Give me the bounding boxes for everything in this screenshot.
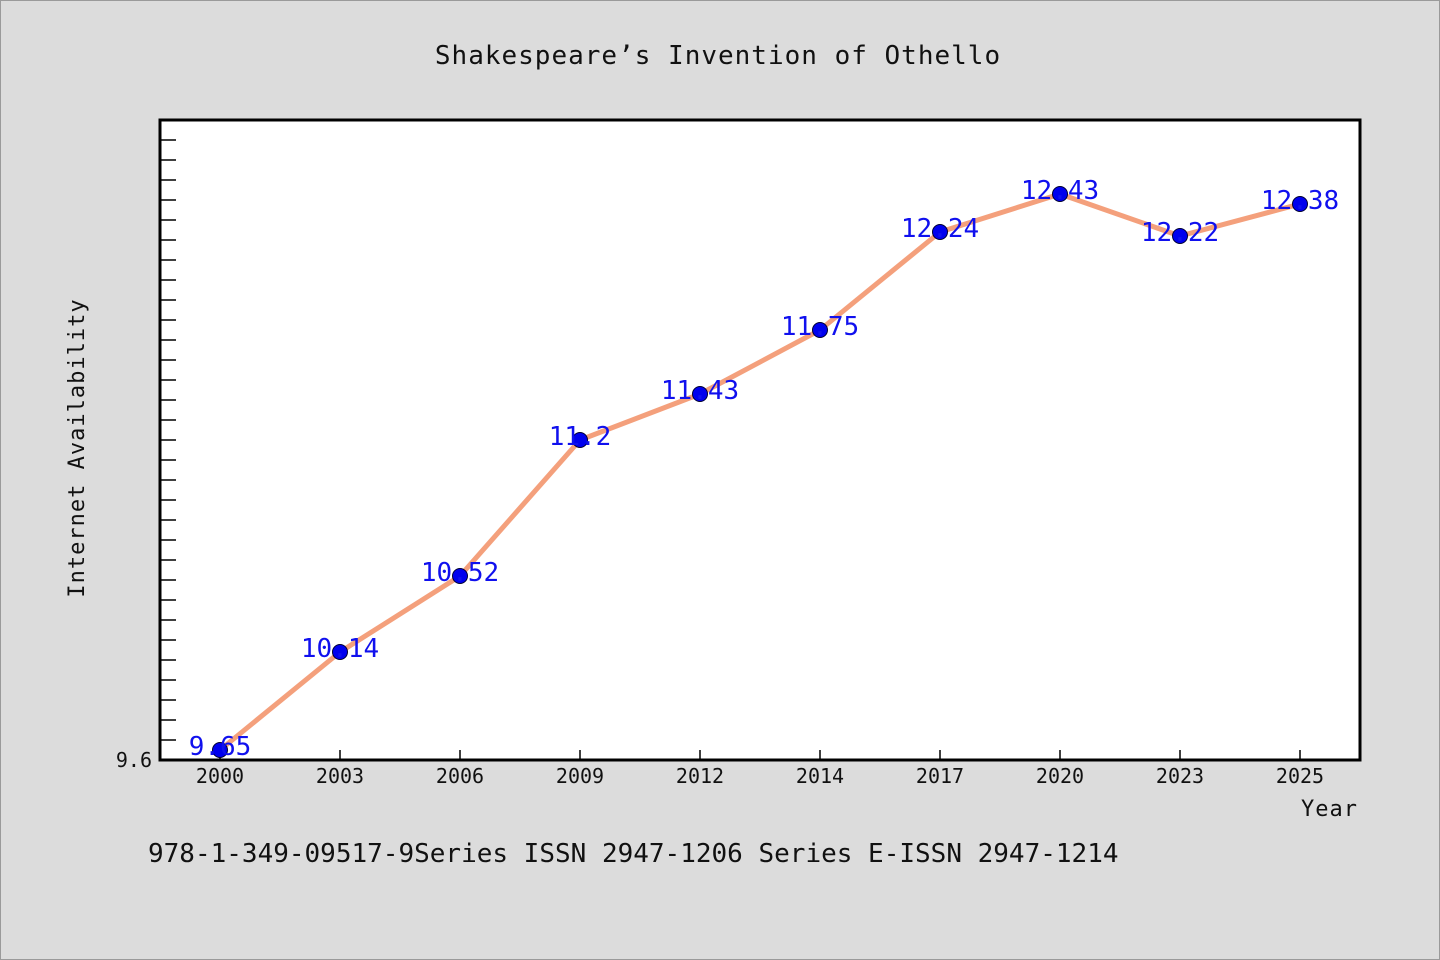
data-label: 12.22 (1141, 218, 1219, 248)
x-tick-label: 2014 (796, 764, 844, 788)
data-point (1052, 186, 1068, 202)
x-axis-title: Year (1301, 797, 1358, 822)
footer-text: 978-1-349-09517-9Series ISSN 2947-1206 S… (148, 839, 1119, 869)
y-axis-title: Internet Availability (65, 298, 90, 597)
data-point (452, 568, 468, 584)
x-tick-label: 2012 (676, 764, 724, 788)
data-label: 11.75 (781, 312, 859, 342)
series-line (217, 191, 1303, 753)
x-tick-label: 2009 (556, 764, 604, 788)
x-tick-label: 2023 (1156, 764, 1204, 788)
data-label: 12.38 (1261, 186, 1339, 216)
x-tick-label: 2025 (1276, 764, 1324, 788)
data-label: 11.43 (661, 376, 739, 406)
chart-title: Shakespeare’s Invention of Othello (435, 41, 1001, 71)
data-label: 11.2 (549, 422, 612, 452)
data-point (332, 644, 348, 660)
data-label: 12.24 (901, 214, 979, 244)
y-tick-label: 9.6 (116, 748, 152, 772)
data-point (212, 742, 228, 758)
data-labels: 9.65 10.14 10.52 11.2 11.43 11.75 12.24 12.43 12… (189, 176, 1339, 762)
data-point (1292, 196, 1308, 212)
data-point (1172, 228, 1188, 244)
data-label: 10.14 (301, 634, 379, 664)
plot-area (158, 118, 1362, 762)
data-points (212, 186, 1308, 758)
x-tick-label: 2006 (436, 764, 484, 788)
y-axis: 9.6 (116, 119, 176, 772)
data-point (812, 322, 828, 338)
data-label: 12.43 (1021, 176, 1099, 206)
x-axis: 2000 2003 2006 2009 2012 2014 2017 2020 2023 2025 (196, 750, 1324, 788)
data-label: 10.52 (421, 558, 499, 588)
data-point (572, 432, 588, 448)
x-tick-label: 2020 (1036, 764, 1084, 788)
x-tick-label: 2017 (916, 764, 964, 788)
data-point (932, 224, 948, 240)
x-tick-label: 2000 (196, 764, 244, 788)
x-tick-label: 2003 (316, 764, 364, 788)
data-label: 9.65 (189, 732, 252, 762)
data-point (692, 386, 708, 402)
